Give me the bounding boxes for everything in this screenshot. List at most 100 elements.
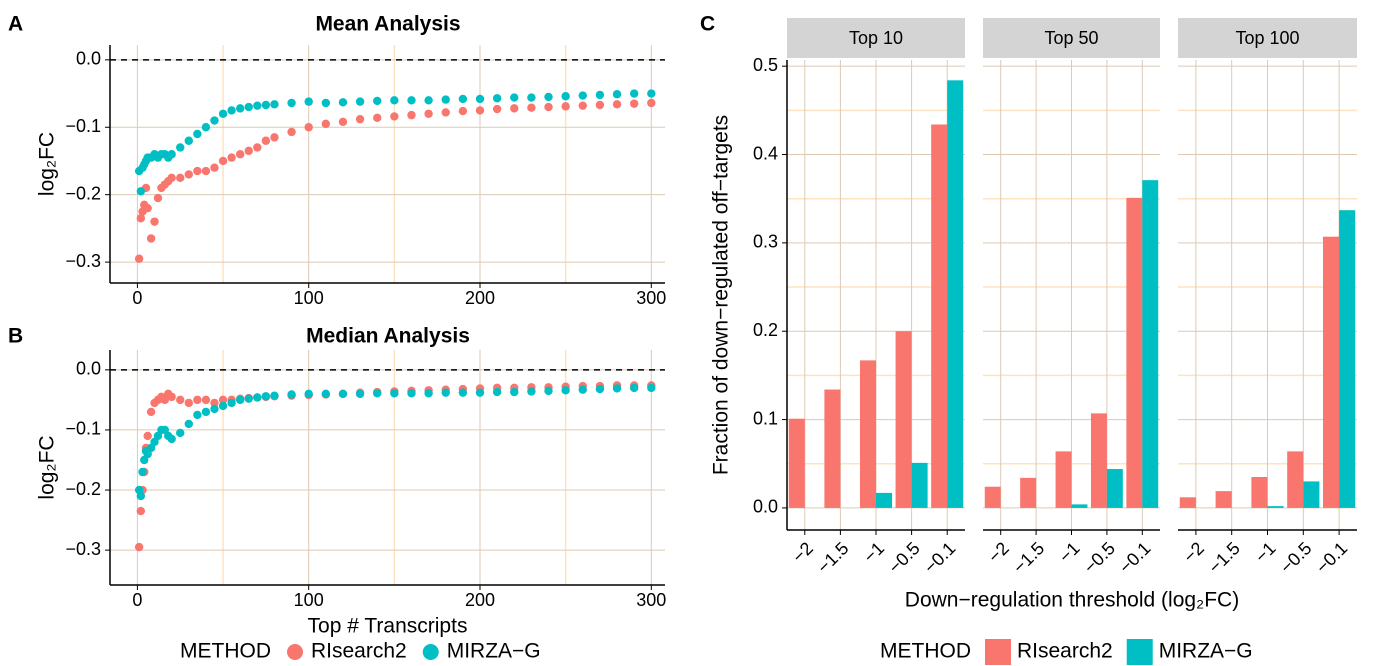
point	[244, 394, 253, 403]
point	[578, 385, 587, 394]
point	[595, 384, 605, 394]
legend-label: RIsearch2	[1017, 640, 1113, 663]
x-tick-label: −1	[1251, 538, 1280, 567]
point	[235, 395, 245, 405]
point	[146, 407, 156, 417]
point	[244, 146, 253, 156]
point	[167, 434, 176, 444]
point	[510, 387, 519, 397]
point	[143, 431, 152, 441]
bar	[1106, 469, 1123, 508]
y-tick-label: 0.3	[753, 232, 778, 252]
legend-key	[1126, 639, 1153, 665]
point	[176, 428, 185, 438]
point	[424, 389, 433, 398]
point	[321, 98, 331, 108]
point	[475, 388, 485, 397]
y-tick-label: −0.1	[65, 116, 101, 136]
point	[176, 395, 185, 405]
point	[235, 104, 245, 113]
x-axis-label: Down−regulation threshold (log₂FC)	[905, 589, 1239, 612]
point	[136, 491, 146, 501]
point	[373, 113, 382, 123]
y-axis-label: Fraction of down−regulated off−targets	[710, 115, 733, 475]
bar	[895, 331, 912, 508]
x-tick-label: 200	[465, 288, 495, 308]
point	[270, 391, 279, 400]
point	[510, 93, 519, 102]
bar	[876, 492, 893, 508]
x-tick-label: 0	[132, 590, 142, 610]
x-tick-label: 0	[132, 288, 142, 308]
point	[227, 106, 236, 115]
y-tick-label: −0.2	[65, 479, 101, 499]
point	[287, 390, 296, 399]
x-tick-label: −0.1	[1115, 538, 1154, 577]
point	[390, 96, 399, 105]
bar	[1055, 451, 1072, 508]
point	[193, 410, 202, 420]
y-axis-label: log₂FC	[36, 132, 59, 196]
point	[544, 102, 553, 112]
panel-label: C	[700, 13, 715, 36]
bar	[1322, 236, 1340, 508]
point	[475, 106, 485, 115]
x-tick-label: 300	[636, 288, 666, 308]
bar	[1287, 451, 1304, 508]
point	[578, 91, 587, 100]
point	[143, 203, 152, 213]
legend-label: MIRZA−G	[447, 640, 541, 663]
point	[167, 173, 176, 183]
point	[561, 92, 570, 101]
point	[321, 389, 331, 399]
bar	[824, 389, 841, 508]
point	[253, 393, 262, 402]
point	[561, 102, 570, 111]
bar	[859, 360, 876, 508]
point	[150, 217, 159, 226]
facet-label: Top 100	[1235, 28, 1299, 48]
legend-title: METHOD	[180, 640, 271, 663]
point	[612, 90, 622, 99]
point	[458, 388, 468, 397]
point	[612, 384, 622, 393]
bar	[984, 486, 1001, 508]
point	[176, 143, 185, 152]
point	[527, 93, 536, 102]
point	[244, 102, 253, 112]
y-tick-label: −0.1	[65, 419, 101, 439]
point	[210, 116, 219, 125]
point	[136, 187, 146, 196]
point	[193, 166, 202, 176]
x-tick-label: −1.5	[1009, 538, 1048, 577]
point	[270, 133, 279, 142]
x-tick-label: −0.5	[1276, 538, 1315, 577]
legend-key	[985, 639, 1011, 665]
y-tick-label: 0.0	[76, 49, 101, 69]
panel-label: B	[8, 325, 23, 348]
legend-label: MIRZA−G	[1159, 640, 1253, 663]
point	[193, 129, 202, 139]
point	[210, 404, 219, 414]
point	[458, 106, 468, 116]
panel-label: A	[8, 13, 23, 36]
point	[373, 96, 382, 106]
point	[475, 94, 485, 104]
point	[492, 387, 502, 397]
point	[210, 163, 219, 172]
point	[134, 254, 144, 263]
point	[253, 143, 262, 152]
y-axis-label: log₂FC	[36, 435, 59, 499]
point	[544, 386, 553, 396]
y-tick-label: 0.1	[753, 408, 778, 428]
point	[561, 386, 570, 395]
point	[578, 101, 587, 110]
legend-key	[287, 644, 303, 660]
point	[612, 100, 622, 109]
bar	[788, 418, 805, 508]
y-tick-label: 0.5	[753, 55, 778, 75]
point	[136, 506, 146, 516]
x-tick-label: −1.5	[1205, 538, 1244, 577]
point	[510, 104, 519, 113]
